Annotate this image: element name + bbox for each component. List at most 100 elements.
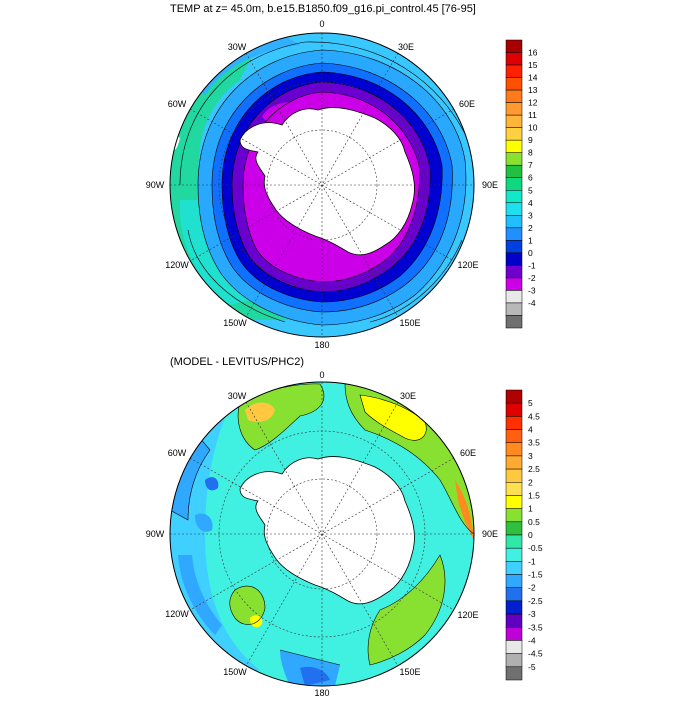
diff-colorbar-swatch <box>505 495 523 509</box>
temp-colorbar-label: 11 <box>528 110 537 120</box>
diff-colorbar-label: -4.5 <box>528 649 543 659</box>
temp-colorbar-label: 9 <box>528 135 533 145</box>
temp-colorbar-label: 3 <box>528 210 533 220</box>
diff-colorbar-label: 3.5 <box>528 438 540 448</box>
temp-colorbar-label: 5 <box>528 185 533 195</box>
lon-label-120e: 120E <box>457 260 478 270</box>
temp-colorbar-swatch <box>505 177 523 191</box>
lon-label-60w: 60W <box>168 448 187 458</box>
temp-colorbar-label: 0 <box>528 248 533 258</box>
difference-map: 0 30E 60E 90E 120E 150E 180 150W 120W 90… <box>146 370 543 698</box>
lat-lon-grid <box>170 33 474 337</box>
lon-label-30e: 30E <box>400 391 416 401</box>
temp-colorbar-swatch <box>505 152 523 166</box>
diff-colorbar-swatch <box>505 666 523 681</box>
diff-colorbar-swatch <box>505 468 523 483</box>
temp-colorbar-swatch <box>505 139 523 153</box>
temp-colorbar-label: 2 <box>528 223 533 233</box>
diff-colorbar-swatch <box>505 521 523 536</box>
diff-colorbar-swatch <box>505 429 523 443</box>
temp-colorbar-label: -3 <box>528 285 536 295</box>
longitude-labels-bottom: 0 30E 60E 90E 120E 150E 180 150W 120W 90… <box>146 370 498 698</box>
diff-colorbar-swatch <box>505 613 523 628</box>
diff-colorbar-swatch <box>505 482 523 496</box>
diff-colorbar-swatch <box>505 442 523 457</box>
temp-colorbar-swatch <box>505 265 523 279</box>
temp-colorbar-swatch <box>505 114 523 128</box>
diff-colorbar-swatch <box>505 508 523 523</box>
temp-colorbar-swatch <box>505 64 523 78</box>
temp-colorbar-label: 10 <box>528 123 538 133</box>
diff-colorbar-swatch <box>505 640 523 654</box>
lon-label-90w: 90W <box>146 529 165 539</box>
temp-colorbar-label: 14 <box>528 73 538 83</box>
lon-label-30e: 30E <box>398 42 414 52</box>
temp-colorbar-swatch <box>505 52 523 66</box>
diff-colorbar-label: 4.5 <box>528 411 540 421</box>
diff-colorbar-swatch <box>505 534 523 549</box>
lon-label-180: 180 <box>314 340 329 350</box>
temp-colorbar-swatch <box>505 240 523 254</box>
diff-colorbar-label: -3 <box>528 609 536 619</box>
diff-colorbar-swatch <box>505 653 523 668</box>
diff-colorbar-swatch <box>505 561 523 575</box>
temp-colorbar-label: 13 <box>528 85 538 95</box>
lon-label-90w: 90W <box>146 180 165 190</box>
diff-colorbar-label: 0 <box>528 530 533 540</box>
diff-colorbar-label: -2 <box>528 583 536 593</box>
temp-colorbar-label: 8 <box>528 148 533 158</box>
diff-colorbar-swatch <box>505 600 523 615</box>
temp-colorbar-swatch <box>505 127 523 141</box>
diff-colorbar-label: -4 <box>528 635 536 645</box>
lon-label-0: 0 <box>319 19 324 29</box>
temp-colorbar-swatch <box>505 290 523 304</box>
lon-label-120w: 120W <box>165 609 189 619</box>
diff-colorbar-swatch <box>505 547 523 562</box>
temp-colorbar-swatch <box>505 164 523 178</box>
lon-label-150w: 150W <box>223 318 247 328</box>
temp-colorbar-swatch <box>505 315 523 329</box>
diff-colorbar-label: 1 <box>528 504 533 514</box>
diff-colorbar-label: 3 <box>528 451 533 461</box>
top-panel: 0 30E 60E 90E 120E 150E 180 150W 120W 90… <box>0 0 700 350</box>
lat-lon-grid-bottom <box>170 382 474 686</box>
lon-label-90e: 90E <box>482 180 498 190</box>
lon-label-180: 180 <box>314 688 329 698</box>
diff-colorbar-swatch <box>505 416 523 430</box>
lon-label-150w: 150W <box>223 667 247 677</box>
temp-colorbar-swatch <box>505 202 523 216</box>
antarctica-land <box>239 107 415 256</box>
temp-colorbar-swatch <box>505 302 523 316</box>
temp-colorbar-label: 15 <box>528 60 538 70</box>
temp-colorbar-swatch <box>505 89 523 103</box>
longitude-labels: 0 30E 60E 90E 120E 150E 180 150W 120W 90… <box>146 19 498 350</box>
diff-colorbar-label: -2.5 <box>528 596 543 606</box>
lon-label-90e: 90E <box>482 529 498 539</box>
lon-label-60w: 60W <box>168 99 187 109</box>
diff-colorbar-label: 1.5 <box>528 490 540 500</box>
lon-label-30w: 30W <box>228 42 247 52</box>
lon-label-0: 0 <box>319 370 324 380</box>
diff-colorbar-swatch <box>505 574 523 588</box>
temp-colorbar-label: 7 <box>528 160 533 170</box>
temp-colorbar-label: 12 <box>528 98 538 108</box>
difference-colorbar: 5 4.5 4 3.5 3 2.5 2 1.5 1 0.5 0 -0.5 -1 -1.5 -2 -2.5 -3 -… <box>505 389 543 681</box>
bottom-panel: 0 30E 60E 90E 120E 150E 180 150W 120W 90… <box>0 350 700 700</box>
temp-colorbar-swatch <box>505 190 523 204</box>
diff-colorbar-swatch <box>505 389 523 404</box>
diff-colorbar-label: -0.5 <box>528 543 543 553</box>
temp-colorbar-label: 16 <box>528 48 538 58</box>
lon-label-60e: 60E <box>459 99 475 109</box>
diff-colorbar-label: 5 <box>528 398 533 408</box>
temp-colorbar-swatch <box>505 252 523 266</box>
diff-colorbar-label: -1.5 <box>528 570 543 580</box>
lon-label-120w: 120W <box>165 260 189 270</box>
temp-colorbar-swatch <box>505 77 523 91</box>
diff-colorbar-label: -5 <box>528 662 536 672</box>
lon-label-120e: 120E <box>457 610 478 620</box>
map-boundary-bottom <box>169 381 475 687</box>
diff-colorbar-swatch <box>505 587 523 602</box>
diff-colorbar-swatch <box>505 455 523 470</box>
temp-colorbar-swatch <box>505 227 523 241</box>
